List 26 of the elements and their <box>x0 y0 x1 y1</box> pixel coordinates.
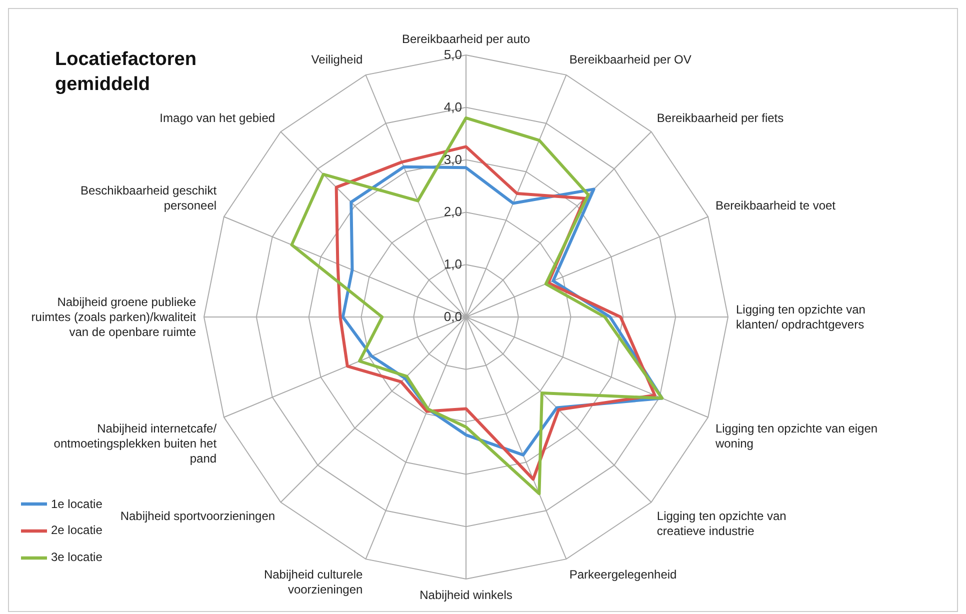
spoke-label: Nabijheid sportvoorzieningen <box>120 508 276 523</box>
spoke-label: Parkeergelegenheid <box>569 567 677 582</box>
y-tick-label: 2,0 <box>444 204 462 220</box>
spoke-label: Nabijheid internetcafe/ ontmoetingsplekken buiten het pand <box>54 421 218 466</box>
legend-label: 2e locatie <box>51 523 102 538</box>
spoke-label: Ligging ten opzichte van creatieve industrie <box>656 508 786 538</box>
spoke-label: Ligging ten opzichte van eigen woning <box>714 421 878 450</box>
spoke-label: Bereikbaarheid per fiets <box>656 111 784 126</box>
spoke-label: Ligging ten opzichte van klanten/ opdrachtgevers <box>736 302 866 332</box>
spoke-label: Veiligheid <box>311 52 363 67</box>
spoke-label: Nabijheid culturele voorzieningen <box>264 567 363 596</box>
spoke-label: Bereikbaarheid per auto <box>402 32 530 46</box>
spoke-label: Bereikbaarheid te voet <box>715 198 836 213</box>
spoke-label: Nabijheid groene publieke ruimtes (zoals parken)/kwaliteit van de openbare ruimte <box>31 295 197 339</box>
spoke-label: Nabijheid winkels <box>420 588 512 602</box>
spoke-label: Beschikbaarheid geschikt personeel <box>80 184 218 213</box>
legend-label: 1e locatie <box>51 496 102 511</box>
y-tick-label: 0,0 <box>444 309 462 324</box>
y-tick-label: 1,0 <box>444 256 462 272</box>
spoke-label: Imago van het gebied <box>160 111 276 126</box>
spoke-label: Bereikbaarheid per OV <box>569 52 692 67</box>
text: Locatiefactoren gemiddeld <box>55 48 196 97</box>
y-tick-label: 3,0 <box>444 152 462 167</box>
y-tick-label: 5,0 <box>444 47 462 62</box>
legend-label: 3e locatie <box>51 550 102 564</box>
y-tick-label: 4,0 <box>444 99 462 114</box>
